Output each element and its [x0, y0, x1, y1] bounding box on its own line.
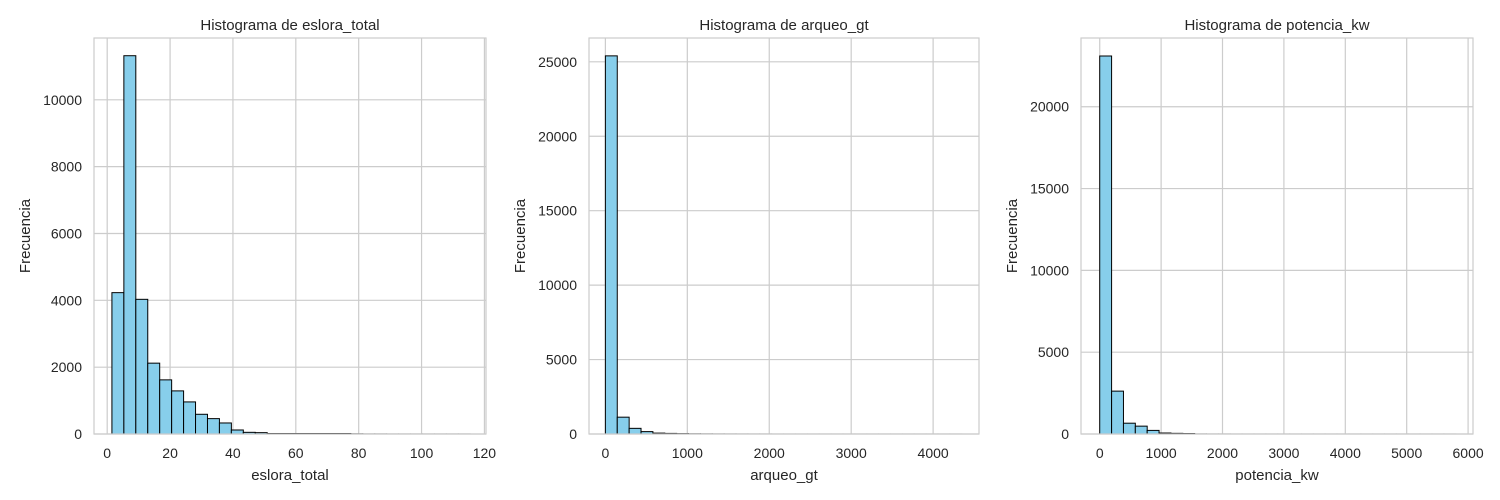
- x-tick-label: 80: [351, 445, 367, 461]
- histogram-bar: [135, 298, 149, 435]
- histogram-arqueo-gt: Histograma de arqueo_gt arqueo_gt Frecue…: [512, 17, 980, 484]
- x-tick-label: 3000: [836, 445, 867, 461]
- histogram-bar: [1122, 422, 1136, 435]
- x-tick-label: 100: [410, 445, 434, 461]
- histogram-bar: [1134, 425, 1148, 435]
- x-axis-label: eslora_total: [251, 467, 329, 484]
- histogram-eslora-total: Histograma de eslora_total eslora_total …: [17, 17, 496, 484]
- x-axis-label: potencia_kw: [1235, 467, 1319, 484]
- y-tick-label: 15000: [1030, 181, 1069, 197]
- chart-title: Histograma de potencia_kw: [1184, 17, 1369, 34]
- y-tick-label: 20000: [538, 128, 577, 144]
- histogram-bar: [111, 292, 125, 435]
- histogram-bar: [1111, 390, 1124, 435]
- histogram-bar: [218, 422, 232, 435]
- plot-frame: [1080, 37, 1474, 435]
- histogram-bar: [206, 418, 220, 435]
- histogram-bar: [171, 390, 185, 435]
- y-tick-label: 20000: [1030, 99, 1069, 115]
- x-tick-label: 1000: [1146, 445, 1177, 461]
- y-ticks: 0 2000 4000 6000 8000 10000: [43, 92, 82, 442]
- y-tick-label: 4000: [51, 292, 82, 308]
- x-tick-label: 20: [162, 445, 178, 461]
- y-tick-label: 15000: [538, 203, 577, 219]
- y-tick-label: 0: [1061, 426, 1069, 442]
- y-tick-label: 0: [569, 426, 577, 442]
- y-tick-label: 0: [74, 426, 82, 442]
- x-tick-label: 60: [288, 445, 304, 461]
- y-tick-label: 10000: [1030, 262, 1069, 278]
- x-tick-label: 3000: [1268, 445, 1299, 461]
- x-tick-label: 2000: [754, 445, 785, 461]
- y-tick-label: 6000: [51, 225, 82, 241]
- histogram-bar: [183, 401, 197, 435]
- chart-title: Histograma de arqueo_gt: [699, 17, 869, 34]
- x-ticks: 0 1000 2000 3000 4000 5000 6000: [1096, 445, 1484, 461]
- chart-title: Histograma de eslora_total: [200, 17, 379, 34]
- x-axis-label: arqueo_gt: [750, 467, 818, 484]
- y-tick-label: 25000: [538, 54, 577, 70]
- y-axis-label: Frecuencia: [17, 198, 34, 273]
- histogram-bar: [147, 362, 161, 435]
- plot-frame: [93, 37, 487, 435]
- y-tick-label: 10000: [538, 277, 577, 293]
- y-tick-label: 10000: [43, 92, 82, 108]
- histogram-bar: [230, 429, 244, 435]
- histogram-potencia-kw: Histograma de potencia_kw potencia_kw Fr…: [1004, 17, 1484, 484]
- x-tick-label: 4000: [918, 445, 949, 461]
- histogram-bar: [616, 416, 630, 435]
- x-ticks: 0 1000 2000 3000 4000: [601, 445, 948, 461]
- x-tick-label: 2000: [1207, 445, 1238, 461]
- histogram-bar: [195, 413, 208, 435]
- plot-frame: [588, 37, 980, 435]
- x-tick-label: 1000: [672, 445, 703, 461]
- y-axis-label: Frecuencia: [512, 198, 529, 273]
- x-tick-label: 40: [225, 445, 241, 461]
- histogram-bar: [123, 55, 137, 435]
- histogram-bar: [628, 427, 642, 435]
- y-tick-label: 5000: [546, 352, 577, 368]
- x-tick-label: 120: [473, 445, 497, 461]
- y-tick-label: 2000: [51, 359, 82, 375]
- x-ticks: 0 20 40 60 80 100 120: [103, 445, 496, 461]
- y-axis-label: Frecuencia: [1004, 198, 1021, 273]
- x-tick-label: 6000: [1453, 445, 1484, 461]
- x-tick-label: 0: [601, 445, 609, 461]
- x-tick-label: 0: [1096, 445, 1104, 461]
- x-tick-label: 0: [103, 445, 111, 461]
- histogram-bar: [604, 55, 618, 435]
- y-tick-label: 5000: [1038, 344, 1069, 360]
- y-ticks: 0 5000 10000 15000 20000: [1030, 99, 1069, 442]
- x-tick-label: 4000: [1330, 445, 1361, 461]
- y-ticks: 0 5000 10000 15000 20000 25000: [538, 54, 577, 442]
- x-tick-label: 5000: [1391, 445, 1422, 461]
- histogram-bar: [159, 379, 173, 435]
- y-tick-label: 8000: [51, 159, 82, 175]
- histogram-bar: [1099, 55, 1113, 435]
